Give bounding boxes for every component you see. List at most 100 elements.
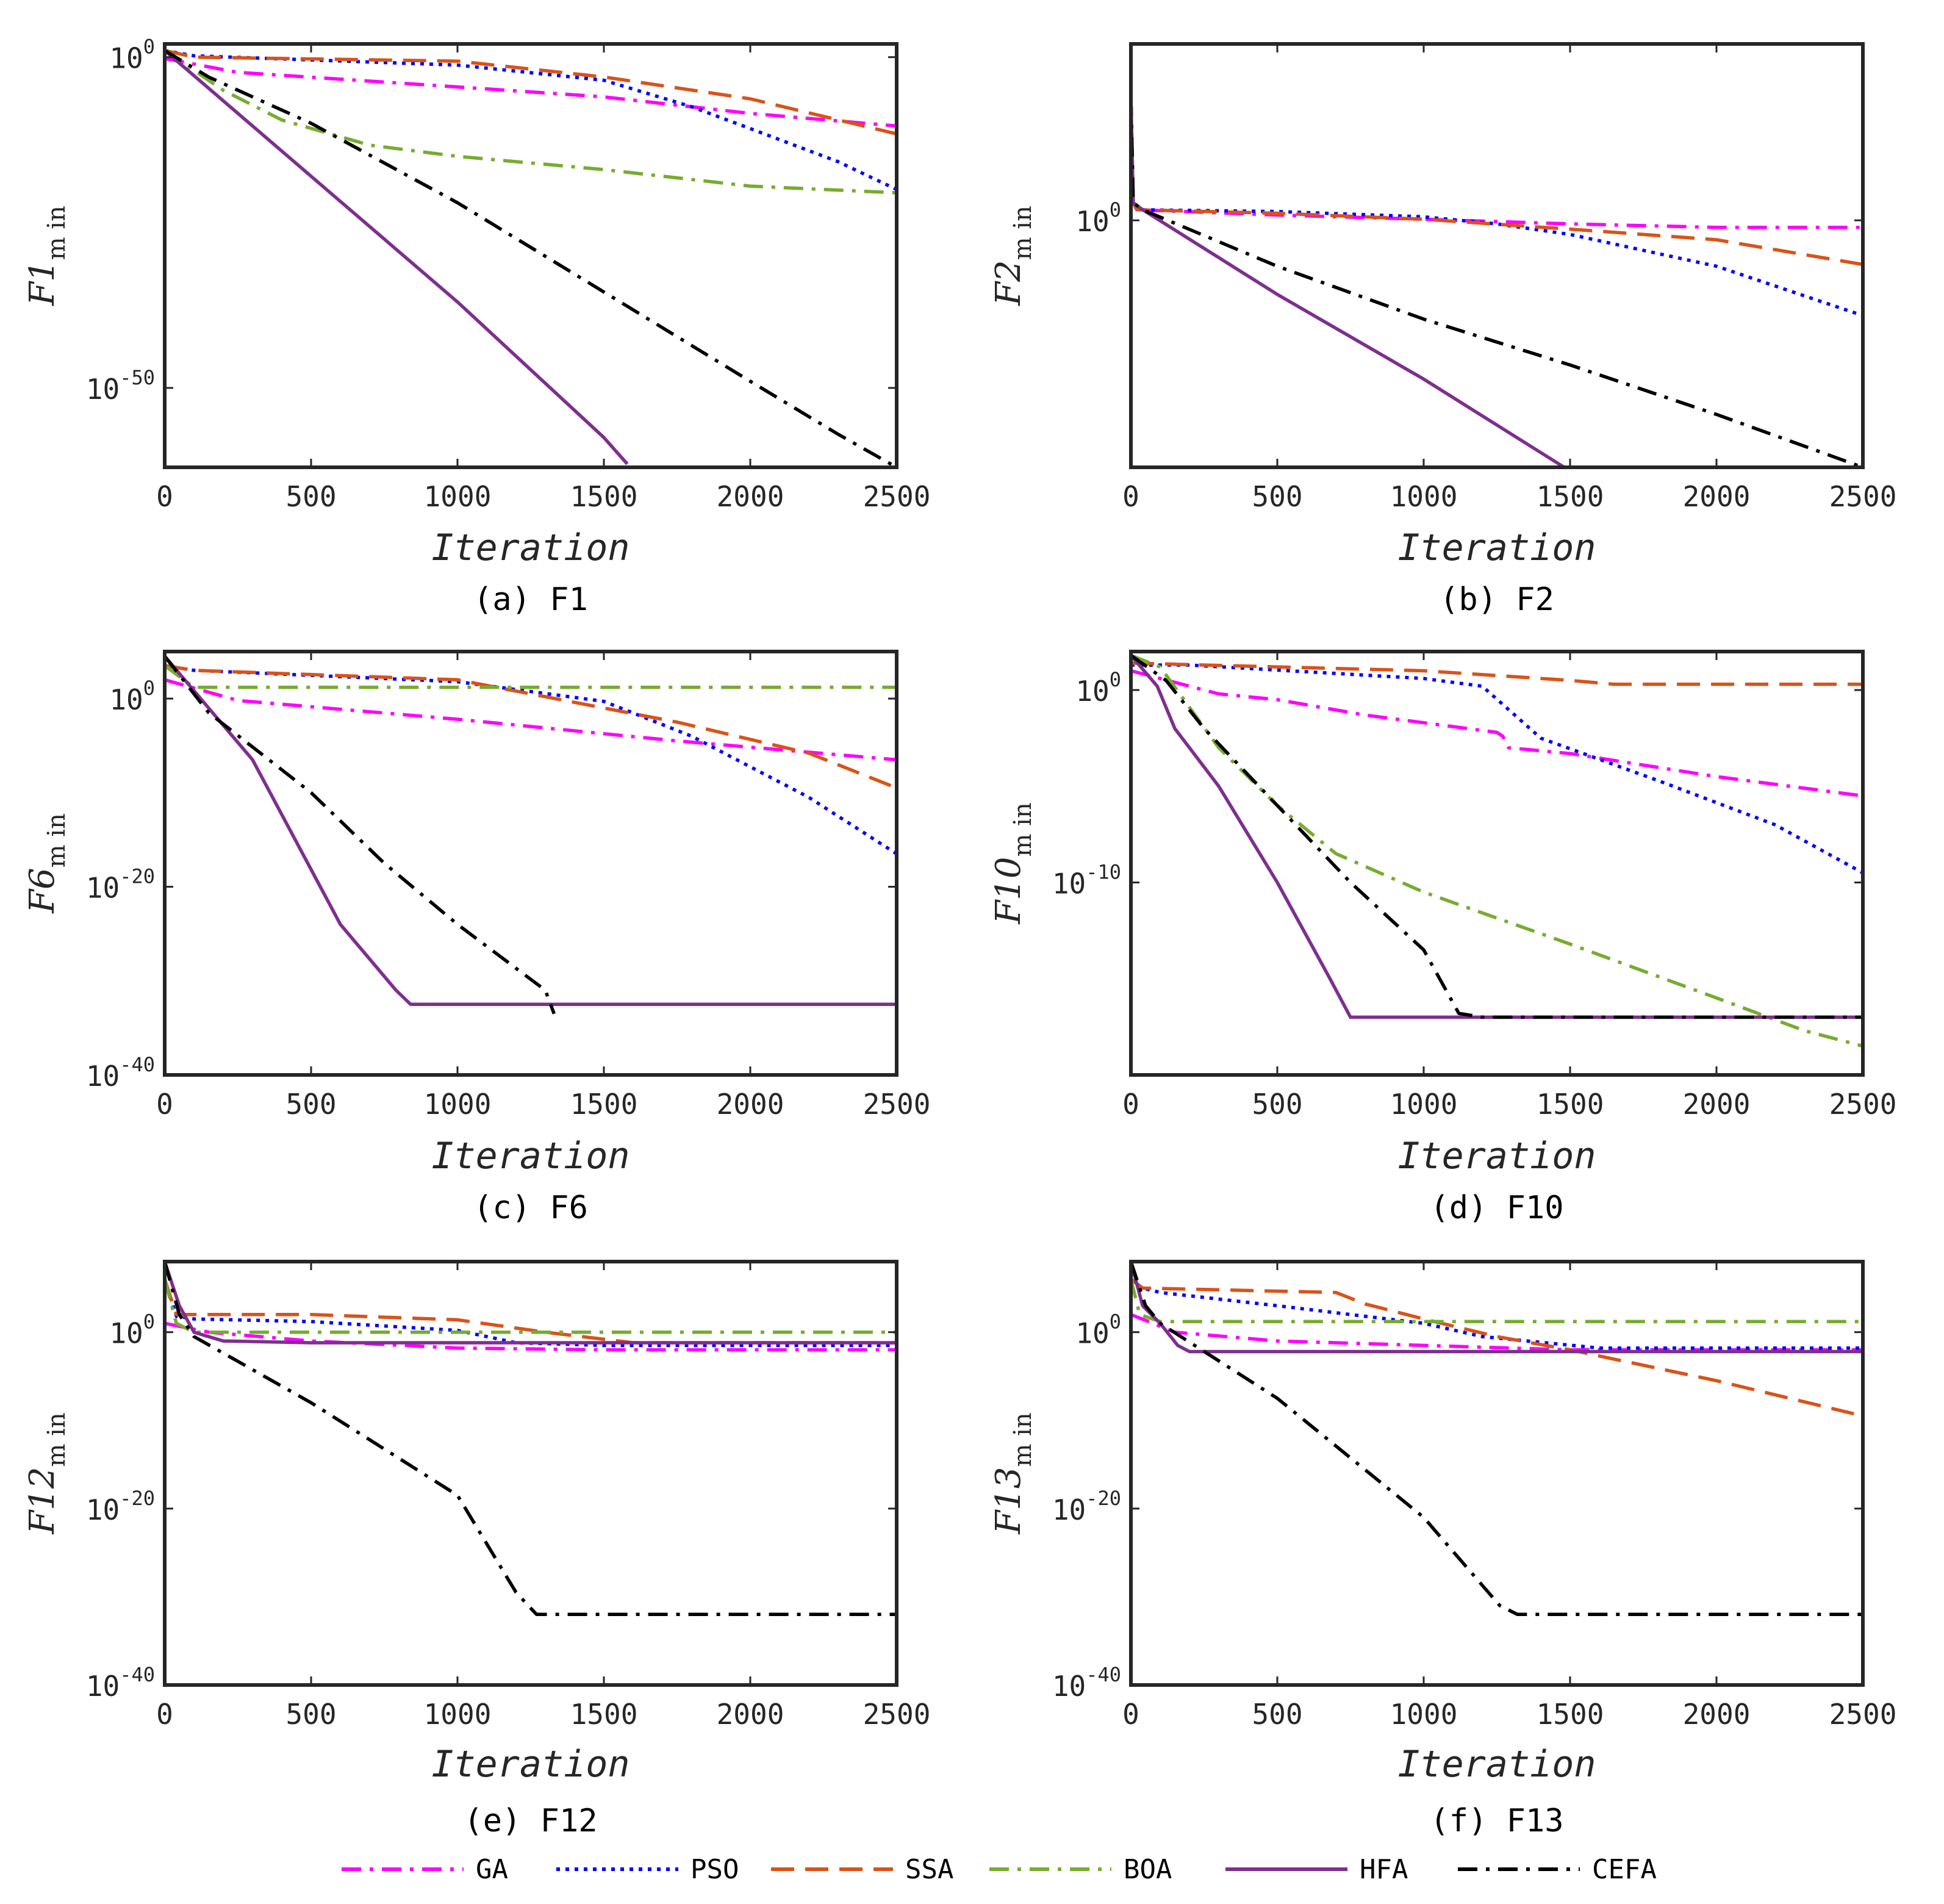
plot-area	[165, 652, 897, 1075]
panel-3: 0 500 1000 1500 2000 2500 100 10-20 10-40 F6m in I…	[23, 650, 930, 1226]
x-tick-label: 0	[1122, 480, 1139, 513]
series-line-ssa	[1131, 1277, 1863, 1418]
series-line-ga	[1131, 669, 1863, 798]
axes-box	[1129, 1260, 1865, 1687]
x-tick-label: 1500	[570, 480, 638, 513]
x-tick-label: 0	[156, 480, 173, 513]
x-tick-label: 2000	[717, 1698, 784, 1731]
x-tick-label: 0	[1122, 1088, 1139, 1121]
legend-label: PSO	[690, 1854, 739, 1885]
x-axis-label: Iteration	[431, 526, 629, 569]
y-tick-label: 10-50	[86, 366, 155, 406]
x-tick-label: 500	[285, 1088, 336, 1121]
axes-box	[163, 42, 898, 469]
series-group	[165, 655, 897, 1015]
series-line-ga	[165, 1321, 897, 1352]
y-tick-label: 10-40	[86, 1663, 155, 1703]
axes-box	[1129, 650, 1865, 1077]
axes-box	[1129, 42, 1865, 469]
legend-label: GA	[476, 1854, 508, 1885]
panel-caption: (f) F13	[1430, 1803, 1563, 1839]
legend-item-cefa: CEFA	[1458, 1854, 1657, 1885]
series-line-cefa	[165, 655, 556, 1015]
plot-area	[1131, 1262, 1863, 1685]
x-axis-label: Iteration	[431, 1743, 629, 1786]
series-group	[165, 49, 897, 467]
panel-caption: (b) F2	[1440, 581, 1554, 618]
x-axis-label: Iteration	[1397, 1135, 1596, 1177]
axes-box	[163, 1260, 898, 1687]
series-line-hfa	[165, 1262, 897, 1345]
panel-caption: (a) F1	[473, 581, 588, 618]
x-axis-label: Iteration	[431, 1135, 629, 1177]
legend-label: SSA	[905, 1854, 953, 1885]
y-axis-label: F13m in	[989, 1412, 1037, 1534]
x-tick-label: 500	[285, 1698, 336, 1731]
panel-4: 0 500 1000 1500 2000 2500 100 10-10 F10m in Itera…	[989, 650, 1897, 1226]
panel-caption: (c) F6	[473, 1190, 588, 1226]
series-line-hfa	[1131, 654, 1863, 1019]
plot-area	[1131, 44, 1863, 467]
series-line-cefa	[165, 49, 897, 467]
x-tick-label: 0	[156, 1698, 173, 1731]
series-group	[1131, 1262, 1863, 1617]
x-tick-label: 1000	[424, 480, 492, 513]
y-tick-label: 100	[1075, 668, 1121, 708]
x-tick-label: 1000	[424, 1698, 492, 1731]
legend-item-ga: GA	[342, 1854, 508, 1885]
legend: GA PSO SSA BOA HFA CEFA	[342, 1854, 1657, 1885]
series-line-boa	[165, 664, 897, 689]
x-tick-label: 1500	[570, 1698, 638, 1731]
series-line-hfa	[165, 655, 897, 1007]
series-line-ssa	[165, 664, 897, 790]
y-tick-label: 10-40	[86, 1053, 155, 1093]
panel-6: 0 500 1000 1500 2000 2500 100 10-20 10-40 F13m in…	[989, 1260, 1897, 1839]
series-line-boa	[1131, 1279, 1863, 1324]
axes-box	[163, 650, 898, 1077]
y-tick-label: 100	[1075, 198, 1121, 238]
series-line-ga	[165, 57, 897, 128]
series-group	[1131, 44, 1863, 467]
series-line-ga	[165, 678, 897, 762]
x-tick-label: 2000	[1683, 480, 1751, 513]
x-tick-label: 2500	[863, 480, 931, 513]
x-tick-label: 2500	[1829, 1088, 1897, 1121]
y-tick-label: 10-20	[86, 1487, 155, 1526]
plot-area	[1131, 652, 1863, 1075]
y-tick-label: 100	[109, 677, 155, 716]
series-line-pso	[165, 1279, 897, 1348]
y-axis-label: F10m in	[989, 802, 1037, 924]
panel-caption: (e) F12	[464, 1803, 597, 1839]
y-tick-label: 100	[1075, 1310, 1121, 1350]
y-tick-label: 10-10	[1052, 861, 1121, 900]
x-tick-label: 2500	[1829, 1698, 1897, 1731]
x-tick-label: 2000	[717, 480, 784, 513]
x-tick-label: 1500	[1537, 480, 1604, 513]
x-tick-label: 2000	[717, 1088, 784, 1121]
x-tick-label: 500	[285, 480, 336, 513]
legend-label: HFA	[1360, 1854, 1408, 1885]
x-tick-label: 1500	[1537, 1698, 1604, 1731]
series-line-ga	[1131, 1313, 1863, 1352]
x-tick-label: 0	[156, 1088, 173, 1121]
series-line-cefa	[1131, 96, 1863, 467]
series-line-boa	[165, 49, 897, 195]
x-tick-label: 2500	[863, 1698, 931, 1731]
x-axis-label: Iteration	[1397, 526, 1596, 569]
series-group	[165, 1262, 897, 1617]
legend-label: BOA	[1124, 1854, 1172, 1885]
legend-item-hfa: HFA	[1225, 1854, 1408, 1885]
series-line-cefa	[165, 1262, 897, 1617]
panel-caption: (d) F10	[1430, 1190, 1563, 1226]
series-line-cefa	[1131, 1262, 1863, 1617]
x-tick-label: 2000	[1683, 1088, 1751, 1121]
x-tick-label: 500	[1252, 1698, 1302, 1731]
x-tick-label: 1000	[1390, 1698, 1458, 1731]
series-line-hfa	[165, 49, 629, 465]
x-tick-label: 1000	[1390, 1088, 1458, 1121]
series-line-pso	[1131, 663, 1863, 875]
legend-label: CEFA	[1592, 1854, 1657, 1885]
y-axis-label: F6m in	[23, 813, 71, 914]
